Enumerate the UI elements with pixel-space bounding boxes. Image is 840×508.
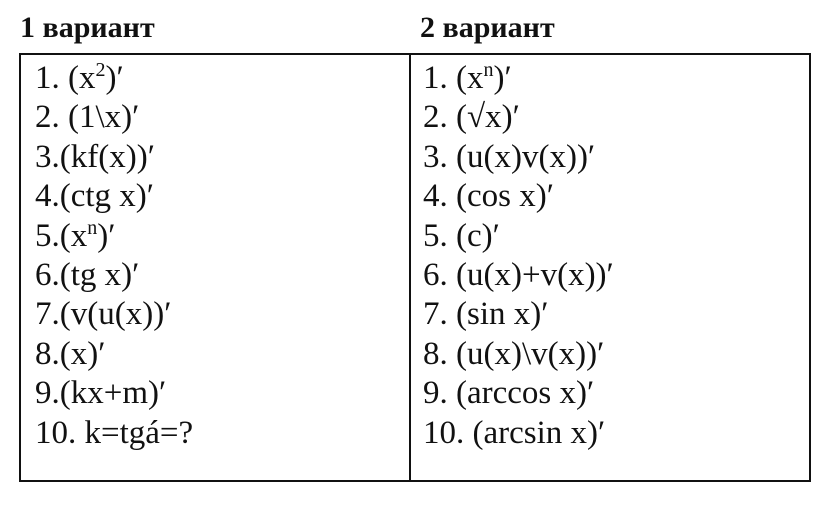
formula-text: (√x)′ — [456, 99, 520, 136]
formula-text: (c)′ — [456, 217, 500, 254]
formula-item: 3. (u(x)v(x))′ — [423, 138, 809, 177]
formula-item: 2. (1\x)′ — [35, 98, 409, 137]
item-number: 9. — [423, 375, 456, 412]
variant-2-column: 1. (xn)′ 2. (√x)′ 3. (u(x)v(x))′ 4. (cos x)… — [411, 55, 809, 480]
formula-item: 6. (u(x)+v(x))′ — [423, 256, 809, 295]
item-number: 7. — [35, 296, 60, 333]
formula-text: (x)′ — [59, 335, 106, 372]
formula-item: 8.(x)′ — [35, 335, 409, 374]
formula-exponent: n — [483, 59, 494, 81]
formula-item: 7.(v(u(x))′ — [35, 295, 409, 334]
formula-text: (u(x)v(x))′ — [456, 138, 596, 175]
item-number: 10. — [423, 414, 473, 451]
formula-tail: )′ — [105, 60, 124, 96]
formula-text: (sin x)′ — [456, 296, 549, 333]
item-number: 5. — [35, 217, 60, 254]
formula-item: 1. (xn)′ — [423, 59, 809, 98]
item-number: 6. — [423, 256, 456, 293]
formula-text: (x — [68, 60, 96, 96]
formula-text: (tg x)′ — [59, 256, 140, 293]
formula-item: 5.(xn)′ — [35, 217, 409, 256]
item-number: 3. — [35, 138, 60, 175]
item-number: 2. — [35, 99, 68, 136]
item-number: 1. — [35, 60, 68, 96]
formula-item: 4.(ctg x)′ — [35, 177, 409, 216]
formula-item: 9. (arccos x)′ — [423, 374, 809, 413]
item-number: 2. — [423, 99, 456, 136]
formula-text: (cos x)′ — [456, 178, 554, 215]
formula-text: (arccos x)′ — [456, 375, 595, 412]
formula-item: 9.(kx+m)′ — [35, 374, 409, 413]
item-number: 8. — [35, 335, 60, 372]
formula-text: (kf(x))′ — [59, 138, 155, 175]
formula-text: (kx+m)′ — [59, 375, 167, 412]
formula-item: 2. (√x)′ — [423, 98, 809, 137]
formula-text: (1\x)′ — [68, 99, 140, 136]
formula-text: (arcsin x)′ — [472, 414, 606, 451]
formula-item: 6.(tg x)′ — [35, 256, 409, 295]
formula-item: 5. (c)′ — [423, 217, 809, 256]
item-number: 1. — [423, 60, 456, 96]
formula-item: 1. (x2)′ — [35, 59, 409, 98]
variants-table: 1. (x2)′ 2. (1\x)′ 3.(kf(x))′ 4.(ctg x)′ 5.(… — [19, 53, 811, 482]
formula-tail: )′ — [493, 60, 512, 96]
item-number: 8. — [423, 335, 456, 372]
formula-text: (x — [59, 217, 88, 254]
formula-text: (u(x)\v(x))′ — [456, 335, 605, 372]
formula-text: (x — [456, 60, 484, 96]
formula-text: k=tgá=? — [84, 414, 194, 451]
variant-1-column: 1. (x2)′ 2. (1\x)′ 3.(kf(x))′ 4.(ctg x)′ 5.(… — [21, 55, 411, 480]
item-number: 4. — [423, 178, 456, 215]
formula-item: 10. (arcsin x)′ — [423, 414, 809, 453]
formula-text: (u(x)+v(x))′ — [456, 256, 614, 293]
formula-item: 4. (cos x)′ — [423, 177, 809, 216]
formula-exponent: 2 — [95, 59, 106, 81]
formula-text: (ctg x)′ — [59, 178, 155, 215]
formula-exponent: n — [87, 216, 98, 239]
formula-item: 7. (sin x)′ — [423, 295, 809, 334]
item-number: 7. — [423, 296, 456, 333]
formula-text: (v(u(x))′ — [59, 296, 172, 333]
item-number: 3. — [423, 138, 456, 175]
item-number: 10. — [35, 414, 85, 451]
item-number: 5. — [423, 217, 456, 254]
item-number: 6. — [35, 256, 60, 293]
formula-item: 10. k=tgá=? — [35, 414, 409, 453]
variant-2-title: 2 вариант — [420, 11, 555, 44]
item-number: 9. — [35, 375, 60, 412]
formula-item: 3.(kf(x))′ — [35, 138, 409, 177]
item-number: 4. — [35, 178, 60, 215]
variant-1-title: 1 вариант — [20, 11, 155, 44]
formula-item: 8. (u(x)\v(x))′ — [423, 335, 809, 374]
formula-tail: )′ — [97, 217, 116, 254]
